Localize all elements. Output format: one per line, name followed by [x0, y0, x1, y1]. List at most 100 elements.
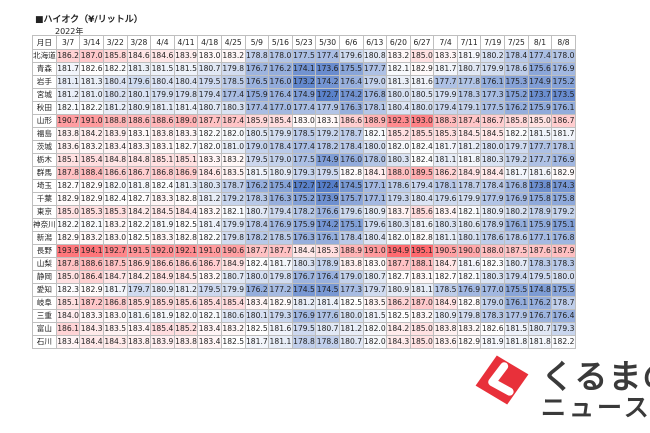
price-table: 月日 3/7 3/14 3/22 3/28 4/4 4/11 4/18 4/25 5/9 5/16…	[32, 35, 576, 349]
price-cell: 181.5	[150, 62, 175, 76]
table-row: 岐阜 185.1 187.2 186.8 185.9 185.9 185.6 185.4 185…	[32, 296, 576, 310]
price-cell: 194.1	[79, 244, 104, 258]
price-cell: 187.7	[244, 244, 270, 258]
price-cell: 182.9	[55, 231, 81, 245]
price-cell: 186.7	[551, 114, 576, 128]
price-cell: 178.2	[291, 205, 317, 219]
price-cell: 180.3	[197, 179, 222, 193]
price-cell: 185.6	[173, 296, 199, 310]
price-cell: 181.7	[433, 140, 458, 154]
price-cell: 180.9	[433, 309, 458, 323]
column-header: 4/11	[173, 35, 199, 50]
price-cell: 179.8	[268, 270, 293, 284]
price-cell: 179.7	[126, 283, 152, 297]
price-cell: 181.6	[268, 322, 293, 336]
price-cell: 179.5	[315, 166, 340, 180]
price-cell: 182.0	[386, 140, 411, 154]
price-cell: 188.8	[102, 114, 128, 128]
price-cell: 176.3	[291, 231, 317, 245]
prefecture-cell: 千葉	[32, 192, 57, 206]
price-cell: 176.9	[504, 192, 529, 206]
price-cell: 180.8	[362, 49, 388, 63]
price-cell: 183.4	[197, 335, 222, 349]
price-cell: 181.6	[409, 218, 435, 232]
table-row: 青森 181.7 182.6 182.2 181.3 181.5 181.5 180.7 179…	[32, 62, 576, 76]
price-cell: 182.7	[55, 179, 81, 193]
column-header: 3/14	[79, 35, 104, 50]
price-cell: 187.5	[102, 257, 128, 271]
price-cell: 181.7	[244, 335, 270, 349]
price-cell: 185.0	[527, 114, 553, 128]
price-cell: 190.0	[456, 244, 482, 258]
price-cell: 183.8	[150, 127, 175, 141]
price-cell: 184.9	[456, 166, 482, 180]
price-cell: 180.6	[220, 309, 246, 323]
price-cell: 179.4	[504, 270, 529, 284]
price-cell: 185.1	[55, 153, 81, 167]
price-cell: 177.9	[504, 309, 529, 323]
price-cell: 176.1	[504, 218, 529, 232]
price-cell: 176.9	[551, 153, 576, 167]
column-header: 8/8	[551, 35, 576, 50]
price-cell: 179.8	[173, 88, 199, 102]
price-cell: 183.2	[197, 270, 222, 284]
price-cell: 185.5	[409, 127, 435, 141]
price-cell: 188.9	[338, 244, 364, 258]
price-cell: 185.0	[409, 49, 435, 63]
prefecture-cell: 三重	[32, 309, 57, 323]
price-cell: 185.3	[79, 205, 104, 219]
price-cell: 180.4	[173, 75, 199, 89]
price-cell: 186.9	[126, 257, 152, 271]
price-cell: 180.7	[220, 270, 246, 284]
price-cell: 178.4	[504, 49, 529, 63]
price-cell: 180.3	[480, 153, 506, 167]
price-cell: 181.3	[126, 62, 152, 76]
price-cell: 176.7	[291, 270, 317, 284]
prefecture-cell: 青森	[32, 62, 57, 76]
table-row: 愛知 182.3 182.9 181.7 179.7 180.9 181.2 179.5 179…	[32, 283, 576, 297]
table-row: 茨城 183.6 183.2 183.4 183.3 183.1 182.7 182.0 181…	[32, 140, 576, 154]
price-cell: 178.6	[386, 179, 411, 193]
price-cell: 185.6	[409, 205, 435, 219]
price-cell: 176.0	[338, 153, 364, 167]
price-cell: 178.8	[291, 335, 317, 349]
price-cell: 179.7	[362, 283, 388, 297]
table-row: 新潟 182.9 183.2 183.0 182.5 183.3 182.8 182.2 179…	[32, 231, 576, 245]
price-cell: 180.9	[386, 283, 411, 297]
price-cell: 176.9	[551, 62, 576, 76]
price-cell: 188.1	[409, 257, 435, 271]
price-cell: 179.0	[268, 153, 293, 167]
price-cell: 183.3	[150, 231, 175, 245]
price-cell: 178.1	[433, 179, 458, 193]
corner-header: 月日	[32, 35, 57, 50]
price-cell: 184.4	[173, 205, 199, 219]
price-cell: 182.8	[409, 231, 435, 245]
price-cell: 182.2	[55, 218, 81, 232]
price-cell: 181.6	[126, 309, 152, 323]
price-cell: 182.0	[386, 231, 411, 245]
price-cell: 181.1	[268, 335, 293, 349]
price-cell: 186.7	[126, 166, 152, 180]
price-cell: 178.8	[244, 49, 270, 63]
price-cell: 180.4	[150, 75, 175, 89]
price-cell: 178.7	[220, 179, 246, 193]
price-cell: 189.5	[409, 166, 435, 180]
price-cell: 186.6	[150, 257, 175, 271]
price-cell: 191.5	[126, 244, 152, 258]
price-cell: 179.6	[433, 192, 458, 206]
price-cell: 179.6	[126, 75, 152, 89]
price-cell: 177.6	[315, 309, 340, 323]
price-cell: 187.7	[268, 244, 293, 258]
price-cell: 174.3	[551, 179, 576, 193]
price-cell: 179.0	[338, 270, 364, 284]
price-cell: 177.3	[338, 283, 364, 297]
price-cell: 184.9	[150, 270, 175, 284]
prefecture-cell: 山梨	[32, 257, 57, 271]
price-cell: 180.9	[362, 205, 388, 219]
price-cell: 184.8	[102, 153, 128, 167]
price-cell: 192.0	[150, 244, 175, 258]
price-cell: 181.8	[527, 335, 553, 349]
price-cell: 181.7	[102, 283, 128, 297]
price-cell: 180.4	[102, 75, 128, 89]
price-cell: 182.5	[244, 322, 270, 336]
